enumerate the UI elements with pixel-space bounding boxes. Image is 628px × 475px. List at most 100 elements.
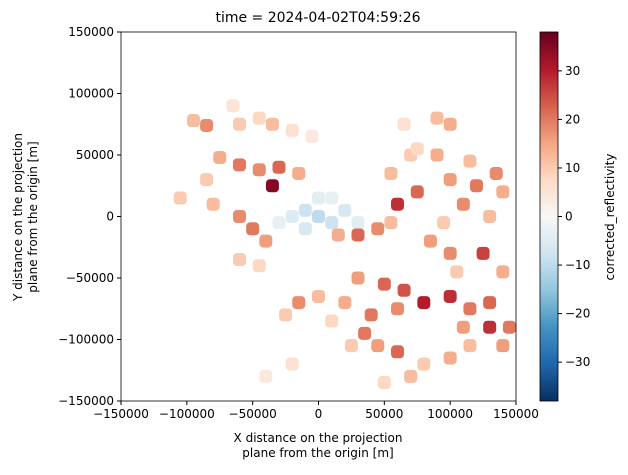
cell (344, 339, 358, 353)
cell (489, 166, 503, 180)
cell (186, 114, 200, 128)
cell (233, 158, 246, 172)
cell (338, 296, 352, 310)
cell (384, 166, 398, 180)
cell (200, 173, 214, 187)
cell (292, 166, 306, 180)
cell (456, 197, 470, 211)
cell (331, 228, 345, 242)
colorbar-tick-label: −20 (565, 307, 590, 321)
cell (391, 302, 404, 316)
cell (476, 246, 490, 260)
x-tick-label: −100000 (159, 407, 215, 421)
cell (391, 197, 404, 211)
cell (384, 216, 398, 230)
cell (259, 234, 273, 248)
cell (351, 271, 365, 285)
cell (443, 173, 457, 187)
cell (206, 197, 220, 211)
cell (371, 222, 385, 236)
cell (213, 150, 227, 164)
y-tick-label: −50000 (66, 271, 114, 285)
x-tick-label: 100000 (427, 407, 473, 421)
cell (173, 191, 187, 205)
cell (443, 351, 457, 365)
cell (397, 117, 411, 131)
cell (312, 210, 325, 223)
cell (430, 148, 444, 162)
x-tick-label: −50000 (229, 407, 277, 421)
cell (443, 246, 457, 260)
cell (391, 345, 404, 359)
cell (285, 210, 299, 223)
x-tick-label: 150000 (493, 407, 539, 421)
cell (351, 228, 365, 242)
colorbar-tick-label: 10 (565, 161, 580, 175)
cell (364, 308, 378, 322)
y-tick-label: 0 (106, 210, 114, 224)
cell (272, 160, 286, 174)
cell (358, 326, 372, 340)
cell (463, 339, 477, 353)
y-tick-label: 100000 (68, 87, 114, 101)
cell (312, 289, 325, 303)
cell (410, 185, 424, 199)
cell (496, 339, 510, 353)
cell (377, 277, 391, 291)
cell (265, 117, 279, 131)
x-axis-label: X distance on the projection (234, 431, 403, 445)
x-tick-label: 50000 (365, 407, 403, 421)
x-tick-label: 0 (315, 407, 323, 421)
cell (437, 216, 451, 230)
cell (338, 203, 352, 217)
colorbar-tick-label: 20 (565, 112, 580, 126)
cell (377, 376, 391, 390)
cell (450, 265, 464, 279)
x-axis-label: plane from the origin [m] (242, 446, 393, 460)
y-tick-label: 150000 (68, 25, 114, 39)
cell (443, 289, 457, 303)
cell (417, 296, 431, 310)
cell (259, 369, 273, 383)
cell (397, 283, 411, 297)
cell (325, 314, 339, 328)
colorbar-label: corrected_reflectivity (603, 154, 617, 281)
cell (252, 259, 266, 273)
cell (226, 99, 240, 113)
cell (252, 163, 266, 177)
y-tick-label: −100000 (58, 333, 114, 347)
cell (285, 123, 299, 137)
cell (279, 308, 293, 322)
cell (483, 320, 497, 334)
cell (463, 302, 477, 316)
cell (325, 191, 339, 205)
cell (246, 222, 260, 236)
cell (233, 210, 246, 223)
cell (502, 320, 516, 334)
colorbar-tick-label: 0 (565, 210, 573, 224)
cell (410, 142, 424, 156)
cell (463, 154, 477, 168)
cell (371, 339, 385, 353)
y-axis-label: plane from the origin [m] (26, 141, 40, 292)
cell (285, 357, 299, 371)
cell (456, 320, 470, 334)
cell (351, 216, 365, 230)
cell (417, 357, 431, 371)
cell (483, 210, 497, 223)
y-tick-label: −150000 (58, 394, 114, 408)
cell (470, 179, 483, 193)
cell (233, 117, 246, 131)
cell (272, 216, 286, 230)
cell (404, 369, 418, 383)
colorbar-tick-label: 30 (565, 64, 580, 78)
cell (298, 222, 312, 236)
colorbar-tick-label: −10 (565, 258, 590, 272)
y-tick-label: 50000 (76, 148, 114, 162)
cell (200, 118, 214, 132)
cell (252, 111, 266, 125)
cell (305, 130, 319, 144)
cell (483, 296, 497, 310)
plot-area (173, 99, 516, 390)
